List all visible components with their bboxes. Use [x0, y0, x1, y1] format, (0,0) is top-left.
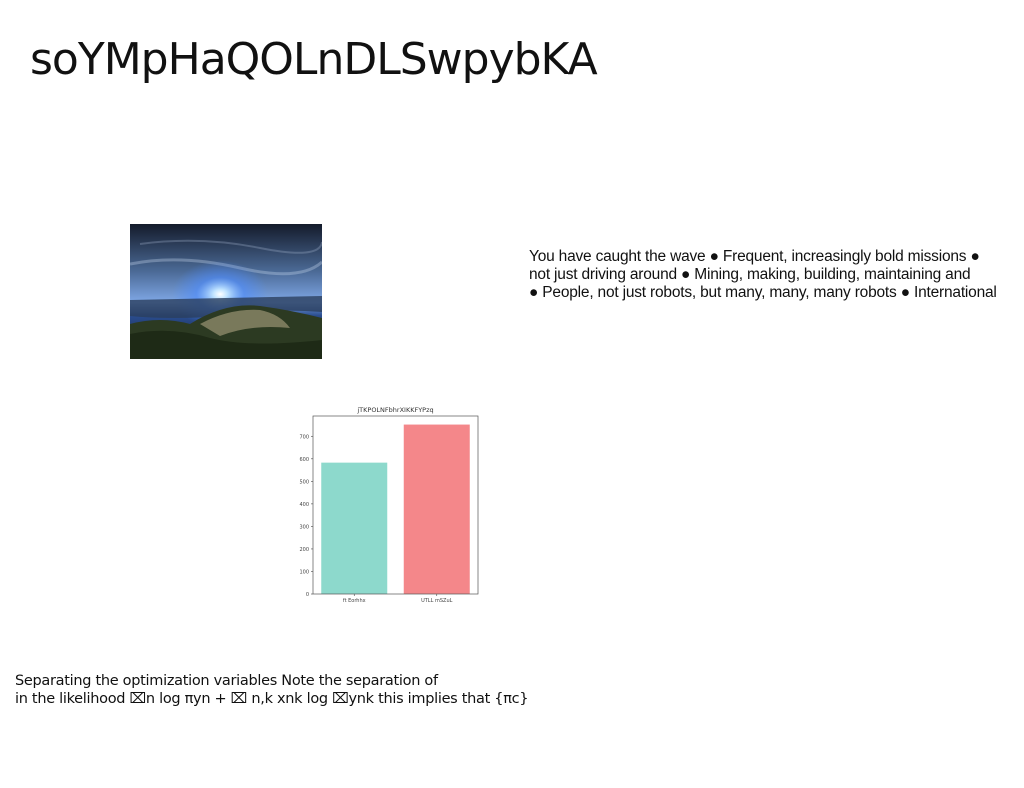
bar: [321, 462, 388, 594]
chart-title: jTKPOLNFbhrXIKKFYPzq: [356, 406, 433, 414]
footer-line: Separating the optimization variables No…: [15, 673, 438, 689]
bullet-text-block: You have caught the wave ● Frequent, inc…: [529, 248, 1024, 302]
bar: [403, 424, 470, 594]
sunset-landscape-photo: [130, 224, 322, 359]
y-tick-label: 500: [299, 479, 309, 485]
footer-text-block: Separating the optimization variables No…: [15, 672, 615, 708]
bullet-line: You have caught the wave ● Frequent, inc…: [529, 248, 980, 265]
y-tick-label: 0: [306, 592, 309, 598]
y-tick-label: 400: [299, 502, 309, 508]
x-tick-label: UTLL mSZuL: [421, 598, 453, 604]
x-tick-label: ft Eorhhx: [343, 598, 366, 604]
bullet-line: not just driving around ● Mining, making…: [529, 266, 971, 283]
y-tick-label: 100: [299, 569, 309, 575]
slide-title: soYMpHaQOLnDLSwpybKA: [30, 34, 598, 85]
y-tick-label: 600: [299, 457, 309, 463]
plot-frame: [312, 415, 479, 595]
bar-chart: jTKPOLNFbhrXIKKFYPzq 0 100 200 300 400 500 600 7…: [296, 402, 486, 608]
y-tick-label: 700: [299, 434, 309, 440]
bullet-line: ● People, not just robots, but many, man…: [529, 284, 997, 301]
footer-line: in the likelihood ⌧n log πyn + ⌧ n,k xnk…: [15, 691, 529, 707]
y-tick-label: 300: [299, 524, 309, 530]
y-tick-label: 200: [299, 547, 309, 553]
